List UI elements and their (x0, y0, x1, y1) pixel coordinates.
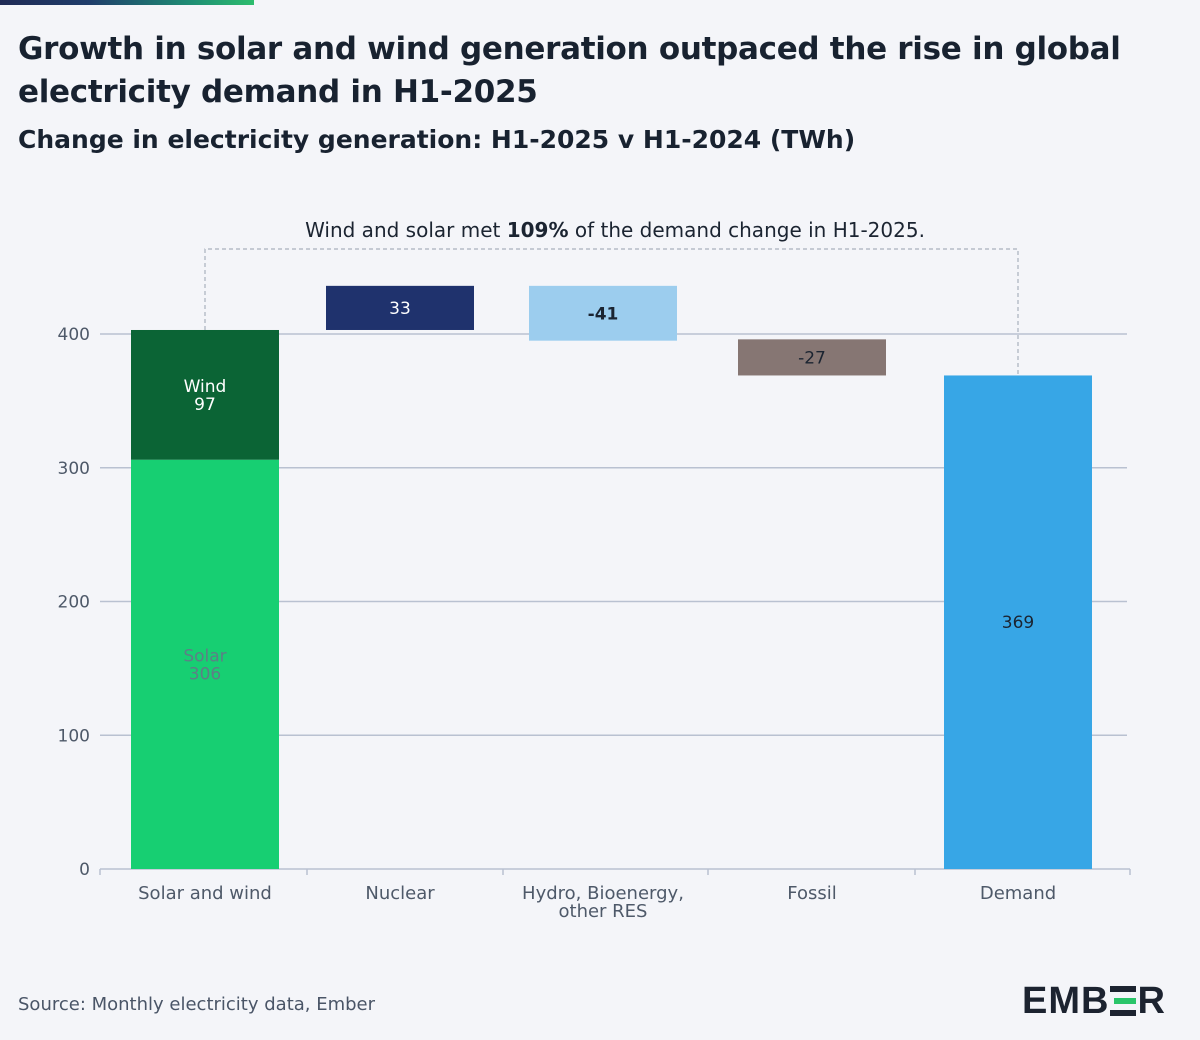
x-category-label-0: Solar and wind (138, 883, 272, 904)
bar-0-segment-0 (131, 459, 279, 869)
label-layer: Solar 306 Wind 97 Solar and wind 33 Nuclear -41… (138, 299, 1056, 922)
y-tick-label-400: 400 (58, 325, 90, 345)
annotation-layer: Wind and solar met 109% of the demand ch… (204, 218, 1019, 376)
bar-label-4-0: 369 (1002, 613, 1034, 633)
x-category-label-2: Hydro, Bioenergy, other RES (522, 883, 684, 922)
y-tick-label-0: 0 (79, 860, 90, 880)
chart-title: Growth in solar and wind generation outp… (18, 31, 1121, 110)
source-note: Source: Monthly electricity data, Ember (18, 994, 376, 1015)
y-tick-label-100: 100 (58, 726, 90, 746)
top-accent-bar (0, 0, 254, 5)
x-category-label-4: Demand (980, 883, 1056, 904)
bar-label-1-0: 33 (389, 299, 411, 319)
bar-layer (131, 285, 1092, 869)
bar-label-3-0: -27 (798, 348, 826, 368)
y-tick-label-300: 300 (58, 459, 90, 479)
bar-label-0-1: Wind 97 (184, 377, 227, 415)
annotation-text: Wind and solar met 109% of the demand ch… (305, 218, 925, 242)
bar-3-segment-0 (738, 339, 886, 376)
ember-logo: EMB R (1022, 980, 1166, 1022)
y-tick-label-200: 200 (58, 593, 90, 613)
x-category-label-3: Fossil (787, 883, 836, 904)
bar-label-0-0: Solar 306 (183, 646, 226, 684)
annotation-text-before: Wind and solar met (305, 218, 507, 242)
bar-label-2-0: -41 (588, 304, 619, 324)
chart-subtitle: Change in electricity generation: H1-202… (18, 125, 856, 154)
annotation-text-bold: 109% (507, 218, 569, 242)
bar-4-segment-0 (944, 375, 1092, 869)
bar-2-segment-0 (529, 285, 677, 341)
x-category-label-1: Nuclear (365, 883, 435, 904)
bar-0-segment-1 (131, 329, 279, 460)
annotation-text-after: of the demand change in H1-2025. (569, 218, 925, 242)
bar-1-segment-0 (326, 285, 474, 330)
waterfall-chart: 0 100 200 300 400 Wind and solar met 109% of… (58, 218, 1131, 922)
logo-e-glyph (1110, 986, 1137, 1016)
